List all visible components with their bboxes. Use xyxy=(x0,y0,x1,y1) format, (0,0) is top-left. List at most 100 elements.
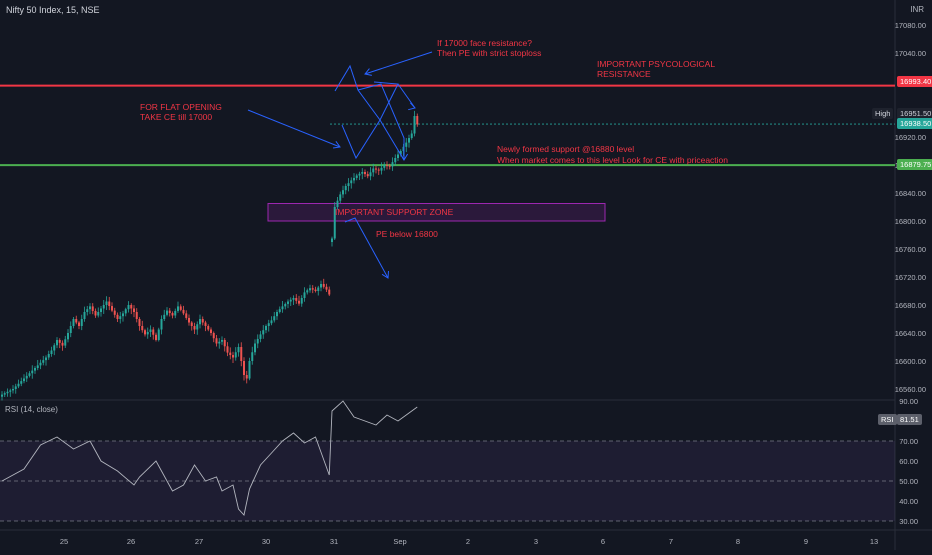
scenario-path-1 xyxy=(334,64,381,160)
annotation-zone: IMPORTANT SUPPORT ZONE xyxy=(335,207,454,217)
candle-body xyxy=(144,330,146,335)
candle-body xyxy=(72,319,75,326)
candle-body xyxy=(196,324,199,330)
candle-body xyxy=(149,329,152,332)
rsi-tick: 70.00 xyxy=(899,437,918,446)
candle-body xyxy=(372,168,375,173)
candle-body xyxy=(45,357,47,361)
candle-body xyxy=(237,347,240,353)
candle-body xyxy=(245,375,248,379)
annotation-flat-line2: TAKE CE till 17000 xyxy=(140,112,212,122)
time-tick: 8 xyxy=(736,537,740,546)
candle-body xyxy=(380,167,383,171)
candle-body xyxy=(273,316,276,321)
rsi-title[interactable]: RSI (14, close) xyxy=(5,405,58,414)
candle-body xyxy=(295,298,298,301)
candle-body xyxy=(116,314,119,319)
rsi-tag-label: RSI xyxy=(878,414,897,425)
annotation-resistance-question: If 17000 face resistance? xyxy=(437,38,532,48)
candle-body xyxy=(50,350,53,354)
candle-body xyxy=(375,168,377,170)
candle-body xyxy=(369,172,372,177)
candle-body xyxy=(130,305,133,309)
candle-body xyxy=(177,306,179,311)
time-tick: 9 xyxy=(804,537,808,546)
candle-body xyxy=(119,316,122,319)
candle-body xyxy=(83,312,86,319)
candle-body xyxy=(388,165,391,167)
candle-body xyxy=(127,305,130,310)
candle-body xyxy=(91,306,94,311)
arrowhead xyxy=(332,141,341,149)
resistance-callout xyxy=(364,51,433,75)
candle-body xyxy=(314,289,317,291)
candle-body xyxy=(259,334,262,339)
rsi-tick: 40.00 xyxy=(899,497,918,506)
candle-body xyxy=(141,326,144,331)
candle-body xyxy=(108,301,111,307)
candle-body xyxy=(215,338,218,344)
candle-body xyxy=(97,312,100,316)
arrowhead xyxy=(364,68,372,76)
annotation-resistance-action: Then PE with strict stoploss xyxy=(437,48,541,58)
candle-body xyxy=(229,352,232,356)
candle-body xyxy=(364,172,366,175)
candle-body xyxy=(383,165,386,168)
candle-body xyxy=(56,340,58,346)
candle-body xyxy=(31,370,34,374)
candle-body xyxy=(278,309,281,312)
candle-body xyxy=(163,314,166,319)
currency-label: INR xyxy=(910,5,924,14)
time-tick: 26 xyxy=(127,537,135,546)
pe-down-path xyxy=(344,217,389,279)
candle-body xyxy=(124,309,127,314)
candle-body xyxy=(399,151,402,155)
candle-body xyxy=(306,290,309,293)
candle-body xyxy=(1,394,3,397)
candle-body xyxy=(350,180,353,184)
time-tick: 7 xyxy=(669,537,673,546)
time-tick: 13 xyxy=(870,537,878,546)
candle-body xyxy=(325,286,328,290)
candle-body xyxy=(42,360,45,363)
candle-body xyxy=(6,391,9,394)
candle-body xyxy=(251,352,254,361)
time-tick: 31 xyxy=(330,537,338,546)
candle-body xyxy=(405,142,408,147)
candle-body xyxy=(328,289,331,295)
candle-body xyxy=(289,299,292,302)
candle-body xyxy=(204,322,207,326)
last-price-tag: 16938.50 xyxy=(897,118,932,129)
candle-body xyxy=(353,177,355,181)
price-tick: 16640.00 xyxy=(895,329,926,338)
candle-body xyxy=(20,381,23,384)
rsi-tick: 90.00 xyxy=(899,397,918,406)
candle-body xyxy=(80,319,83,326)
time-tick: Sep xyxy=(393,537,406,546)
candle-body xyxy=(361,172,364,174)
candle-body xyxy=(265,326,267,331)
price-tick: 17080.00 xyxy=(895,21,926,30)
candle-body xyxy=(9,390,12,392)
candle-body xyxy=(69,326,72,333)
candle-body xyxy=(182,309,185,314)
symbol-label[interactable]: Nifty 50 Index, 15, NSE xyxy=(6,5,100,15)
price-tick: 17040.00 xyxy=(895,49,926,58)
candle-body xyxy=(408,138,410,143)
price-tick: 16600.00 xyxy=(895,357,926,366)
price-tick: 16840.00 xyxy=(895,189,926,198)
candle-body xyxy=(413,116,416,134)
candle-body xyxy=(223,340,226,347)
candle-body xyxy=(166,310,168,315)
candle-body xyxy=(320,284,322,288)
candle-body xyxy=(226,346,229,353)
candle-body xyxy=(416,116,419,125)
candle-body xyxy=(122,313,124,317)
high-tag-label: High xyxy=(872,108,894,119)
candle-body xyxy=(3,393,6,395)
annotation-psych-line2: RESISTANCE xyxy=(597,69,651,79)
candle-body xyxy=(174,310,177,316)
candle-body xyxy=(234,352,237,358)
